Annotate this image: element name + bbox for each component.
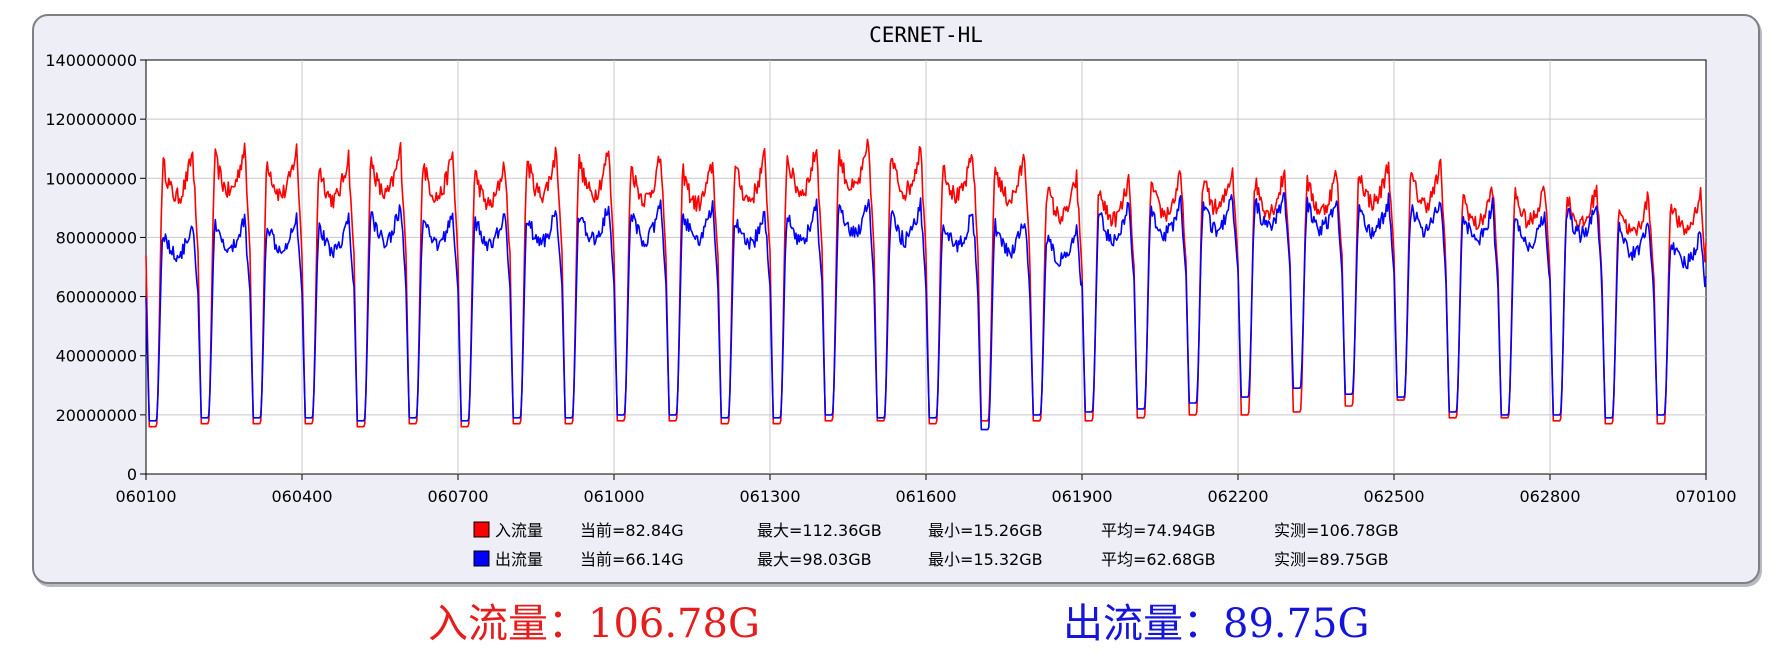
x-tick-label: 061900	[1051, 487, 1112, 506]
summary-row: 入流量：106.78G 出流量：89.75G	[0, 596, 1792, 656]
y-tick-label: 60000000	[56, 288, 137, 307]
series-line-out	[145, 192, 1707, 431]
legend-stat-max: 最大=98.03GB	[757, 550, 872, 569]
legend-series-name: 出流量	[495, 550, 543, 569]
x-tick-label: 060100	[115, 487, 176, 506]
summary-out-traffic: 出流量：89.75G	[1063, 601, 1370, 647]
summary-in-traffic: 入流量：106.78G	[428, 601, 760, 647]
x-tick-label: 062200	[1207, 487, 1268, 506]
legend-series-name: 入流量	[495, 521, 543, 540]
y-tick-label: 140000000	[45, 51, 137, 70]
legend-stat-current: 当前=82.84G	[580, 521, 684, 540]
x-tick-label: 061300	[739, 487, 800, 506]
y-tick-label: 80000000	[56, 228, 137, 247]
legend-swatch-in	[473, 521, 490, 538]
legend-stat-avg: 平均=74.94GB	[1101, 521, 1216, 540]
y-tick-label: 0	[127, 465, 137, 484]
x-tick-label: 060400	[271, 487, 332, 506]
x-tick-label: 070100	[1675, 487, 1736, 506]
traffic-chart: CERNET-HL 0 20000000 40000000 60000000 800000…	[45, 23, 1736, 569]
x-tick-label: 061600	[895, 487, 956, 506]
legend-stat-measured: 实测=89.75GB	[1274, 550, 1389, 569]
legend-stat-avg: 平均=62.68GB	[1101, 550, 1216, 569]
y-tick-label: 100000000	[45, 169, 137, 188]
x-tick-label: 060700	[427, 487, 488, 506]
chart-title: CERNET-HL	[869, 23, 983, 47]
legend-stat-current: 当前=66.14G	[580, 550, 684, 569]
legend-stat-max: 最大=112.36GB	[757, 521, 882, 540]
legend-stat-measured: 实测=106.78GB	[1274, 521, 1399, 540]
x-tick-label: 062500	[1363, 487, 1424, 506]
y-tick-label: 20000000	[56, 406, 137, 425]
legend-stat-min: 最小=15.32GB	[928, 550, 1043, 569]
y-tick-label: 120000000	[45, 110, 137, 129]
y-tick-label: 40000000	[56, 347, 137, 366]
x-tick-label: 061000	[583, 487, 644, 506]
x-tick-label: 062800	[1519, 487, 1580, 506]
legend-stat-min: 最小=15.26GB	[928, 521, 1043, 540]
legend-swatch-out	[473, 550, 490, 567]
